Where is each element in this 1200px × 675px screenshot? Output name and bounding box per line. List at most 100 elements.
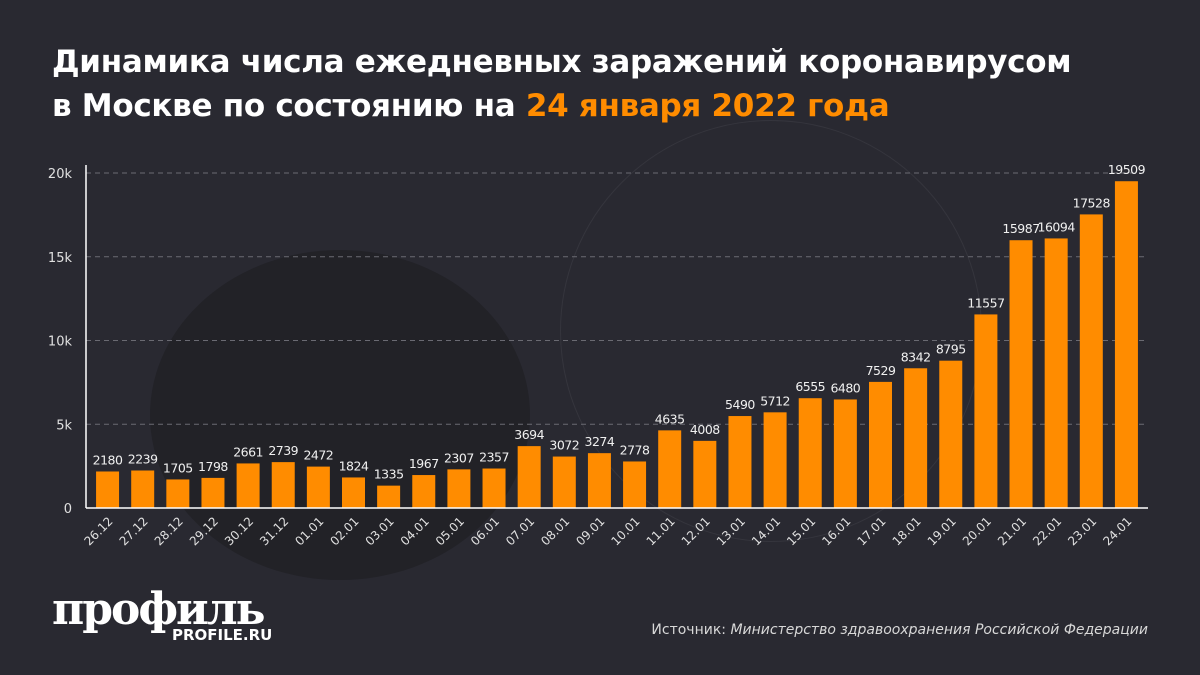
x-tick-label: 07.01 bbox=[503, 514, 537, 548]
x-tick-label: 17.01 bbox=[854, 514, 888, 548]
data-label: 2661 bbox=[233, 444, 263, 459]
x-tick-label: 23.01 bbox=[1065, 514, 1099, 548]
x-tick-label: 02.01 bbox=[327, 514, 361, 548]
bar bbox=[763, 412, 787, 508]
data-label: 15987 bbox=[1002, 221, 1039, 236]
data-label: 2180 bbox=[93, 452, 123, 467]
logo-sub: PROFILE.RU bbox=[172, 626, 273, 644]
data-label: 6480 bbox=[830, 380, 860, 395]
bar bbox=[482, 468, 506, 508]
page-title: Динамика числа ежедневных заражений коро… bbox=[52, 40, 1072, 128]
bar bbox=[96, 471, 120, 508]
data-label: 7529 bbox=[866, 363, 896, 378]
x-tick-label: 10.01 bbox=[608, 514, 642, 548]
x-tick-label: 05.01 bbox=[433, 514, 467, 548]
bar bbox=[236, 463, 260, 508]
bar bbox=[1079, 214, 1103, 508]
x-tick-label: 31.12 bbox=[257, 514, 291, 548]
bar bbox=[974, 314, 998, 508]
data-label: 6555 bbox=[795, 379, 825, 394]
x-tick-label: 22.01 bbox=[1030, 514, 1064, 548]
x-tick-label: 06.01 bbox=[468, 514, 502, 548]
bar bbox=[166, 479, 190, 508]
source-note: Источник: Министерство здравоохранения Р… bbox=[651, 622, 1148, 638]
data-label: 19509 bbox=[1108, 162, 1146, 177]
virus-decoration bbox=[150, 250, 530, 580]
bar bbox=[1044, 238, 1068, 508]
source-text: Министерство здравоохранения Российской … bbox=[730, 622, 1148, 638]
data-label: 3694 bbox=[514, 427, 544, 442]
data-label: 1705 bbox=[163, 460, 193, 475]
data-label: 4008 bbox=[690, 422, 720, 437]
data-label: 5490 bbox=[725, 397, 755, 412]
x-tick-label: 14.01 bbox=[749, 514, 783, 548]
x-tick-label: 27.12 bbox=[117, 514, 151, 548]
bar bbox=[201, 477, 225, 508]
x-tick-label: 12.01 bbox=[679, 514, 713, 548]
data-label: 5712 bbox=[760, 393, 790, 408]
data-label: 1798 bbox=[198, 459, 228, 474]
data-label: 2739 bbox=[268, 443, 298, 458]
bar bbox=[623, 461, 647, 508]
x-tick-label: 29.12 bbox=[187, 514, 221, 548]
bar bbox=[798, 398, 822, 508]
data-label: 1335 bbox=[374, 467, 404, 482]
data-label: 8342 bbox=[901, 349, 931, 364]
bar bbox=[131, 470, 155, 508]
x-tick-label: 15.01 bbox=[784, 514, 818, 548]
y-tick-label: 15k bbox=[48, 251, 73, 266]
bar bbox=[306, 466, 330, 508]
data-label: 3072 bbox=[549, 438, 579, 453]
source-label: Источник: bbox=[651, 622, 731, 638]
data-label: 16094 bbox=[1038, 219, 1076, 234]
bar bbox=[869, 381, 892, 508]
title-prefix: в Москве по состоянию на bbox=[52, 88, 526, 124]
data-label: 4635 bbox=[655, 411, 685, 426]
bar bbox=[939, 360, 963, 508]
logo-main: профиль bbox=[52, 584, 266, 635]
x-tick-label: 21.01 bbox=[995, 514, 1029, 548]
x-tick-label: 09.01 bbox=[573, 514, 607, 548]
bar bbox=[342, 477, 365, 508]
x-tick-label: 11.01 bbox=[644, 514, 678, 548]
x-tick-label: 30.12 bbox=[222, 514, 256, 548]
data-label: 2307 bbox=[444, 450, 474, 465]
data-label: 11557 bbox=[967, 295, 1004, 310]
x-tick-label: 16.01 bbox=[819, 514, 853, 548]
bar bbox=[552, 456, 576, 508]
y-tick-label: 10k bbox=[48, 335, 73, 350]
bar bbox=[271, 462, 295, 508]
x-tick-label: 03.01 bbox=[363, 514, 397, 548]
x-tick-label: 01.01 bbox=[292, 514, 326, 548]
data-label: 1967 bbox=[409, 456, 439, 471]
x-tick-label: 24.01 bbox=[1100, 514, 1134, 548]
data-label: 2357 bbox=[479, 450, 509, 465]
bar bbox=[1009, 240, 1033, 508]
x-tick-label: 18.01 bbox=[890, 514, 924, 548]
data-label: 1824 bbox=[339, 458, 369, 473]
bar bbox=[904, 368, 928, 508]
title-line-2: в Москве по состоянию на 24 января 2022 … bbox=[52, 84, 1071, 128]
x-tick-label: 08.01 bbox=[538, 514, 572, 548]
x-tick-label: 28.12 bbox=[152, 514, 186, 548]
data-label: 2239 bbox=[128, 451, 158, 466]
x-tick-label: 19.01 bbox=[925, 514, 959, 548]
data-label: 2472 bbox=[303, 448, 333, 463]
bar bbox=[693, 440, 717, 508]
y-tick-label: 5k bbox=[56, 418, 72, 433]
bar bbox=[587, 453, 611, 508]
bar bbox=[447, 469, 471, 508]
bar bbox=[833, 399, 857, 508]
x-tick-label: 20.01 bbox=[960, 514, 994, 548]
title-date: 24 января 2022 года bbox=[525, 88, 890, 124]
y-tick-label: 20k bbox=[48, 167, 73, 182]
bar bbox=[377, 485, 401, 508]
data-label: 8795 bbox=[936, 342, 966, 357]
x-tick-label: 04.01 bbox=[398, 514, 432, 548]
bar bbox=[517, 446, 541, 508]
y-tick-label: 0 bbox=[64, 502, 72, 517]
bar bbox=[658, 430, 682, 508]
data-label: 2778 bbox=[620, 442, 650, 457]
data-label: 17528 bbox=[1073, 195, 1111, 210]
